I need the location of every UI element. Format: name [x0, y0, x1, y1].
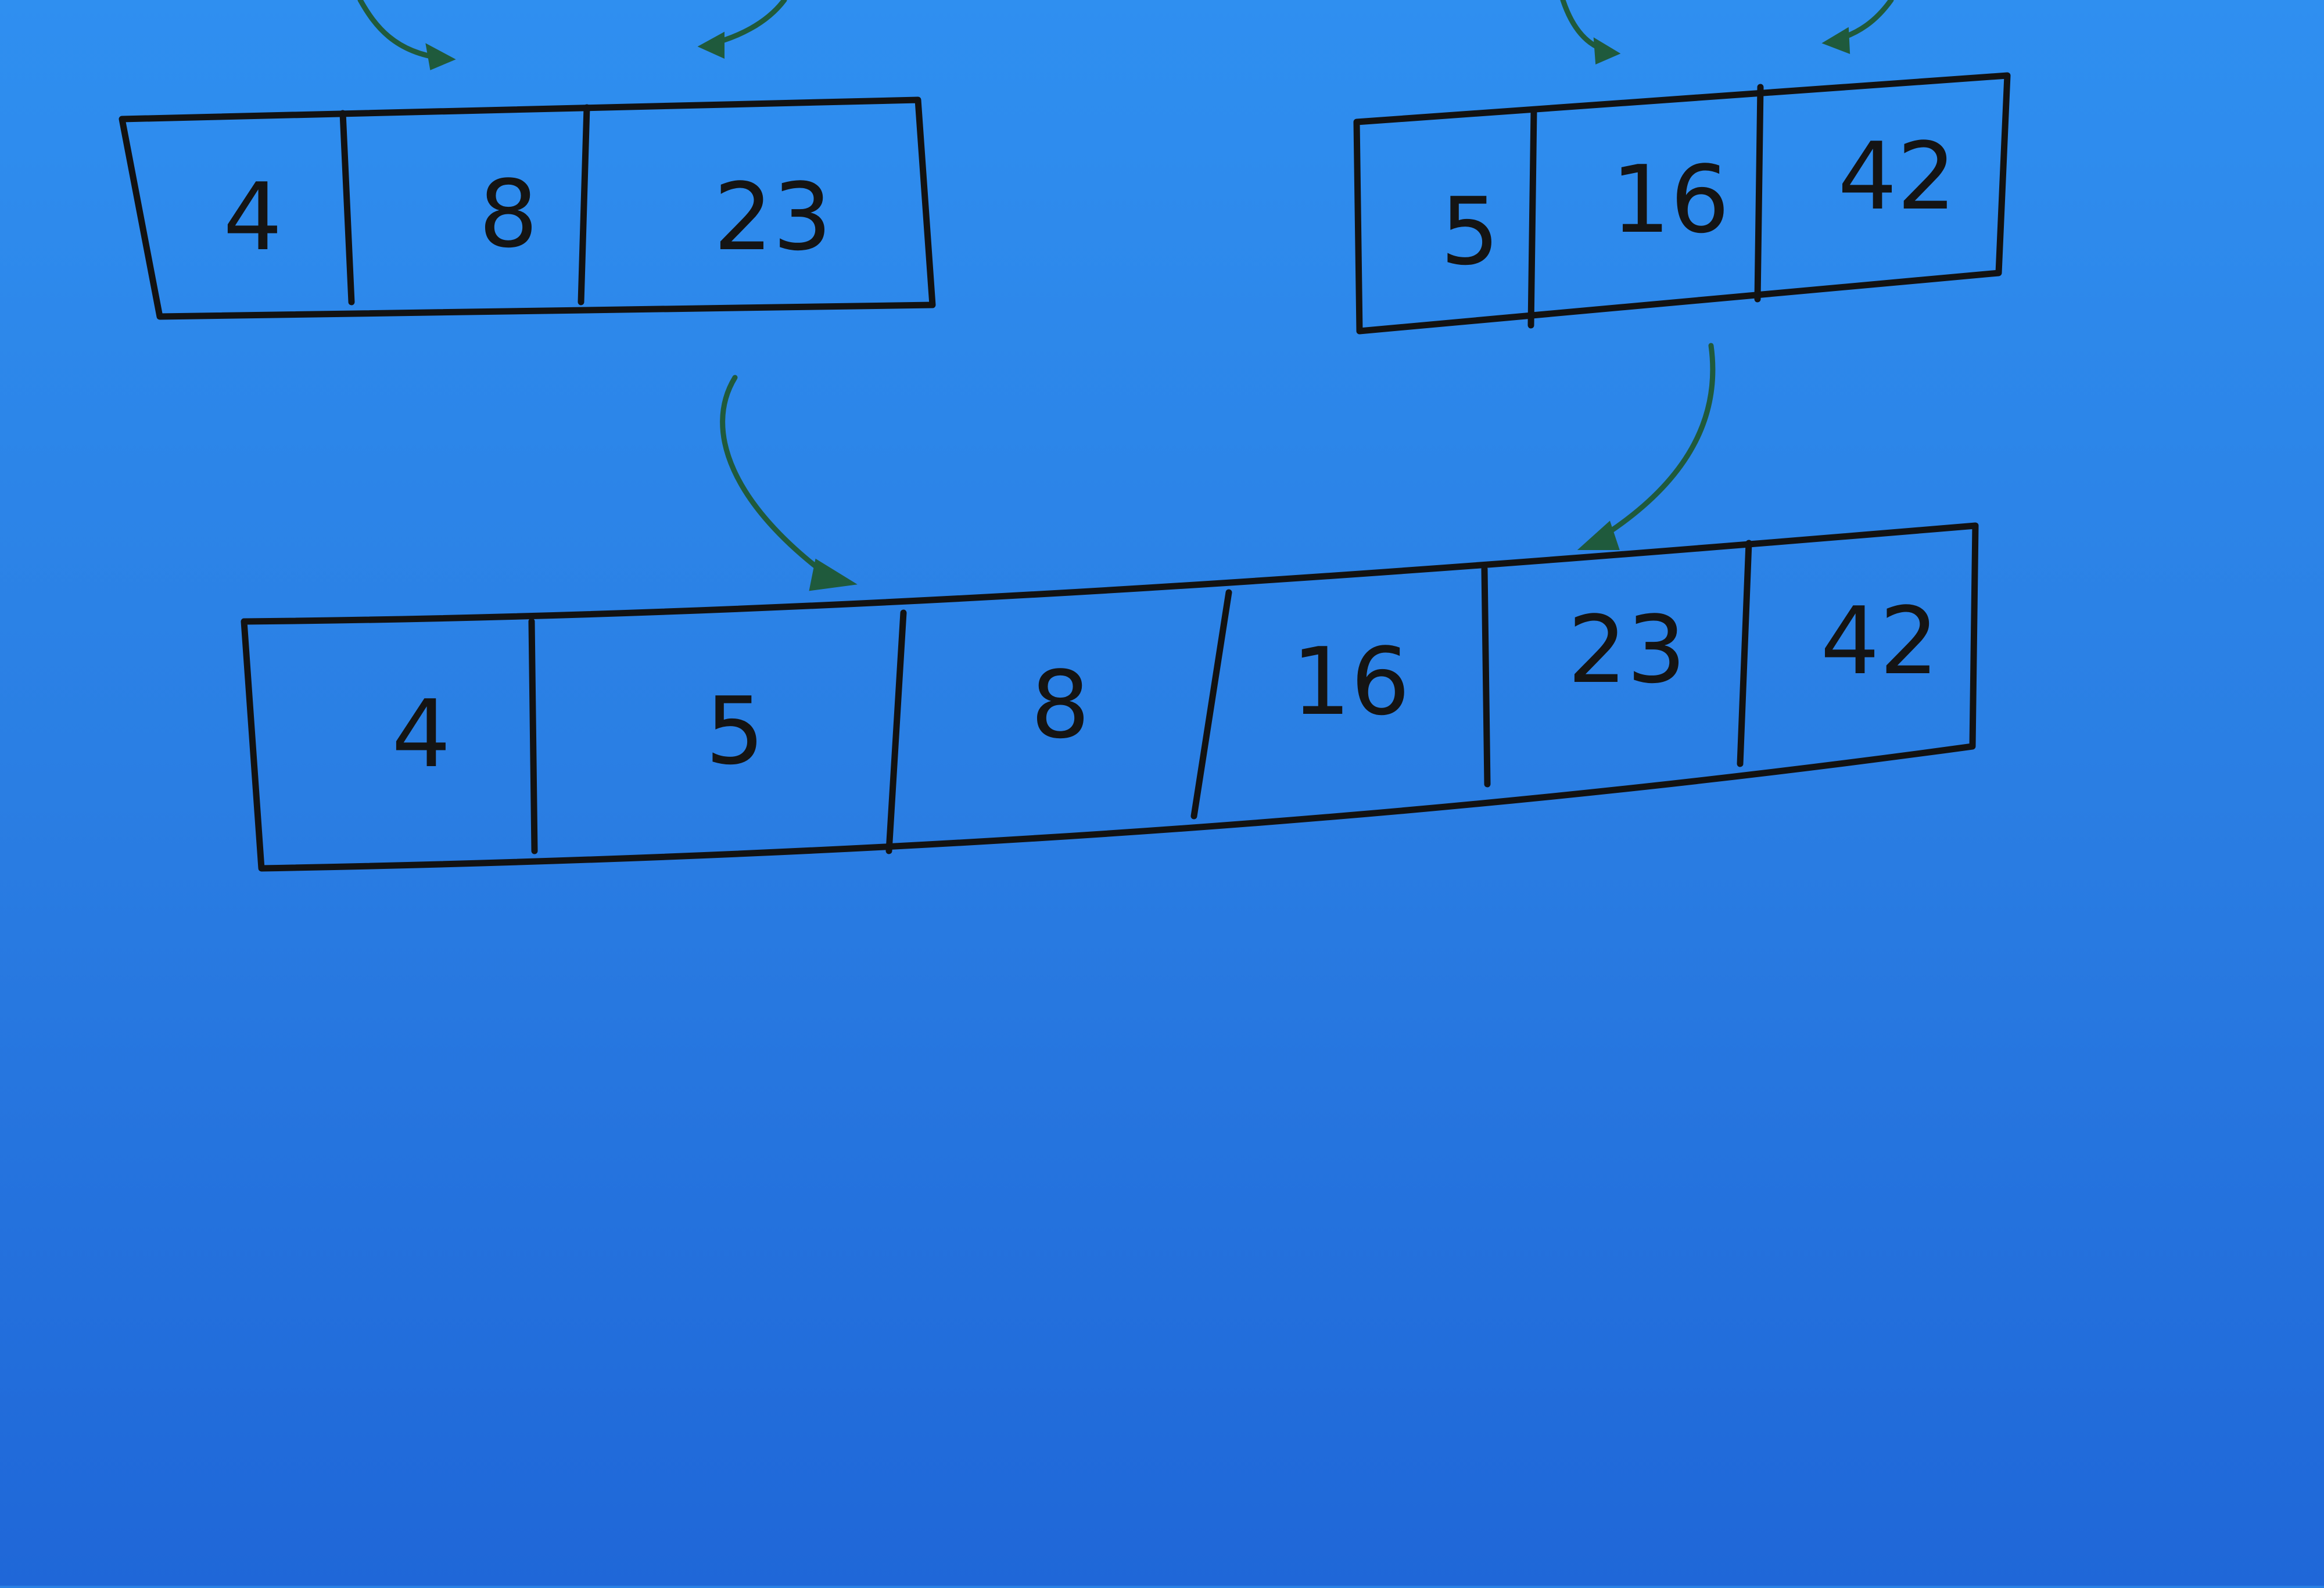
merged-array: 4 5 8 16 23 42 — [241, 522, 1979, 872]
right-array-divider — [1527, 107, 1537, 329]
merged-array-divider — [885, 609, 907, 854]
left-array-cell-1: 8 — [479, 160, 538, 268]
left-array: 4 8 23 — [119, 96, 936, 320]
merged-array-cell-0: 4 — [392, 680, 451, 788]
right-array-cell-0: 5 — [1440, 177, 1500, 286]
merged-array-divider — [528, 618, 538, 854]
arrow-head-icon — [809, 558, 858, 591]
arrow-right-to-merged — [1589, 343, 1716, 546]
arrow-head-icon — [1593, 37, 1621, 64]
arrow-head-icon — [1577, 520, 1620, 550]
right-array-divider — [1754, 84, 1764, 303]
right-array: 5 16 42 — [1353, 72, 2011, 335]
arrow-head-icon — [697, 31, 725, 59]
merged-array-divider — [1190, 589, 1232, 820]
right-array-cell-1: 16 — [1611, 145, 1730, 254]
left-array-divider — [339, 110, 355, 306]
merged-array-cell-5: 42 — [1820, 587, 1939, 695]
merged-array-cell-1: 5 — [705, 677, 765, 785]
merge-arrows — [720, 343, 1716, 591]
right-array-outline — [1353, 72, 2011, 335]
merged-array-outline — [241, 522, 1979, 872]
merged-array-cell-4: 23 — [1568, 595, 1686, 704]
merged-array-divider — [1481, 566, 1491, 788]
merged-array-divider — [1737, 540, 1752, 767]
right-array-cell-2: 42 — [1838, 122, 1956, 231]
left-array-cell-2: 23 — [713, 163, 832, 271]
arrow-head-icon — [1821, 27, 1850, 54]
left-array-cell-0: 4 — [223, 163, 282, 271]
arrow-into-left-array-a — [357, 0, 444, 61]
merged-array-cell-3: 16 — [1292, 627, 1410, 736]
incoming-arrows — [357, 0, 1894, 70]
arrow-left-to-merged — [720, 375, 834, 581]
left-array-divider — [578, 104, 590, 306]
merged-array-cell-2: 8 — [1031, 651, 1090, 759]
arrow-head-icon — [425, 43, 456, 70]
left-array-outline — [119, 96, 936, 320]
